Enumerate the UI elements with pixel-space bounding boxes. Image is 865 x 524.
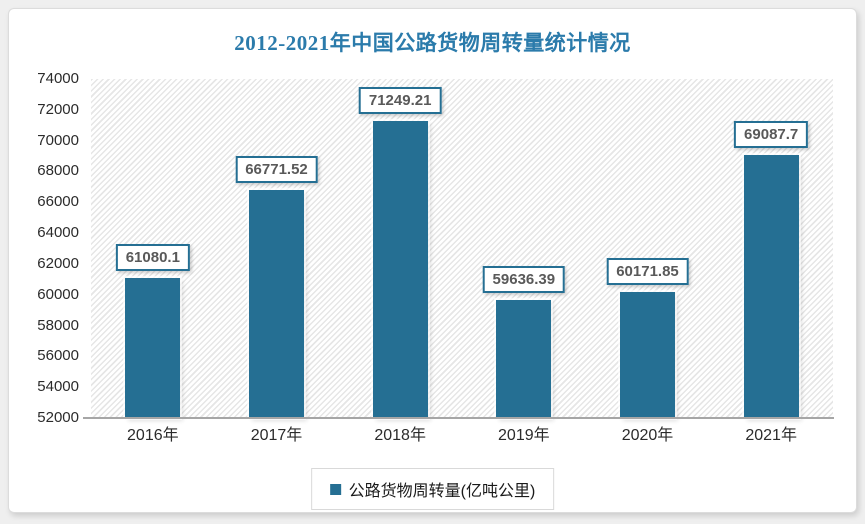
- x-tick-label: 2019年: [498, 427, 550, 444]
- x-tick-label: 2017年: [250, 427, 303, 444]
- bar-2018年: [372, 121, 428, 418]
- y-tick-label: 66000: [37, 193, 79, 211]
- legend-series-label: 公路货物周转量(亿吨公里): [348, 483, 536, 500]
- bar-2021年: [743, 154, 799, 418]
- y-tick-label: 64000: [37, 224, 79, 242]
- y-tick-label: 72000: [37, 100, 79, 118]
- y-tick-label: 70000: [37, 131, 79, 149]
- bar-2019年: [496, 300, 552, 418]
- x-tick-label: 2020年: [621, 427, 674, 444]
- plot-area: 61080.1 66771.52 71249.21 59636.39 60171.85 6…: [91, 79, 833, 418]
- x-tick-label: 2021年: [745, 427, 797, 444]
- chart-title: 2012-2021年中国公路货物周转量统计情况: [234, 31, 631, 55]
- y-tick-label: 58000: [37, 316, 79, 334]
- y-tick-label: 60000: [37, 285, 79, 303]
- y-tick-label: 54000: [37, 378, 79, 396]
- y-tick-label: 68000: [37, 162, 79, 180]
- x-axis-line: [83, 417, 834, 419]
- bar-value-label: 66771.52: [235, 156, 318, 184]
- bar-value-label: 59636.39: [482, 266, 566, 294]
- y-tick-label: 56000: [37, 347, 79, 365]
- y-tick-label: 74000: [37, 70, 79, 87]
- legend: 公路货物周转量(亿吨公里): [310, 468, 555, 510]
- bar-2017年: [249, 190, 304, 418]
- chart-card: 2012-2021年中国公路货物周转量统计情况 61080.1 66771.52 7…: [8, 8, 857, 513]
- bar-value-label: 71249.21: [358, 87, 442, 115]
- x-tick-label: 2016年: [127, 427, 179, 444]
- bar-2020年: [620, 292, 675, 418]
- bar-value-label: 60171.85: [606, 258, 689, 286]
- y-tick-label: 52000: [37, 409, 79, 426]
- y-tick-label: 62000: [37, 254, 79, 272]
- x-tick-label: 2018年: [374, 427, 426, 444]
- bar-2016年: [125, 278, 181, 418]
- bar-value-label: 69087.7: [734, 120, 809, 148]
- legend-square-marker-icon: [329, 483, 341, 495]
- bar-value-label: 61080.1: [115, 244, 190, 272]
